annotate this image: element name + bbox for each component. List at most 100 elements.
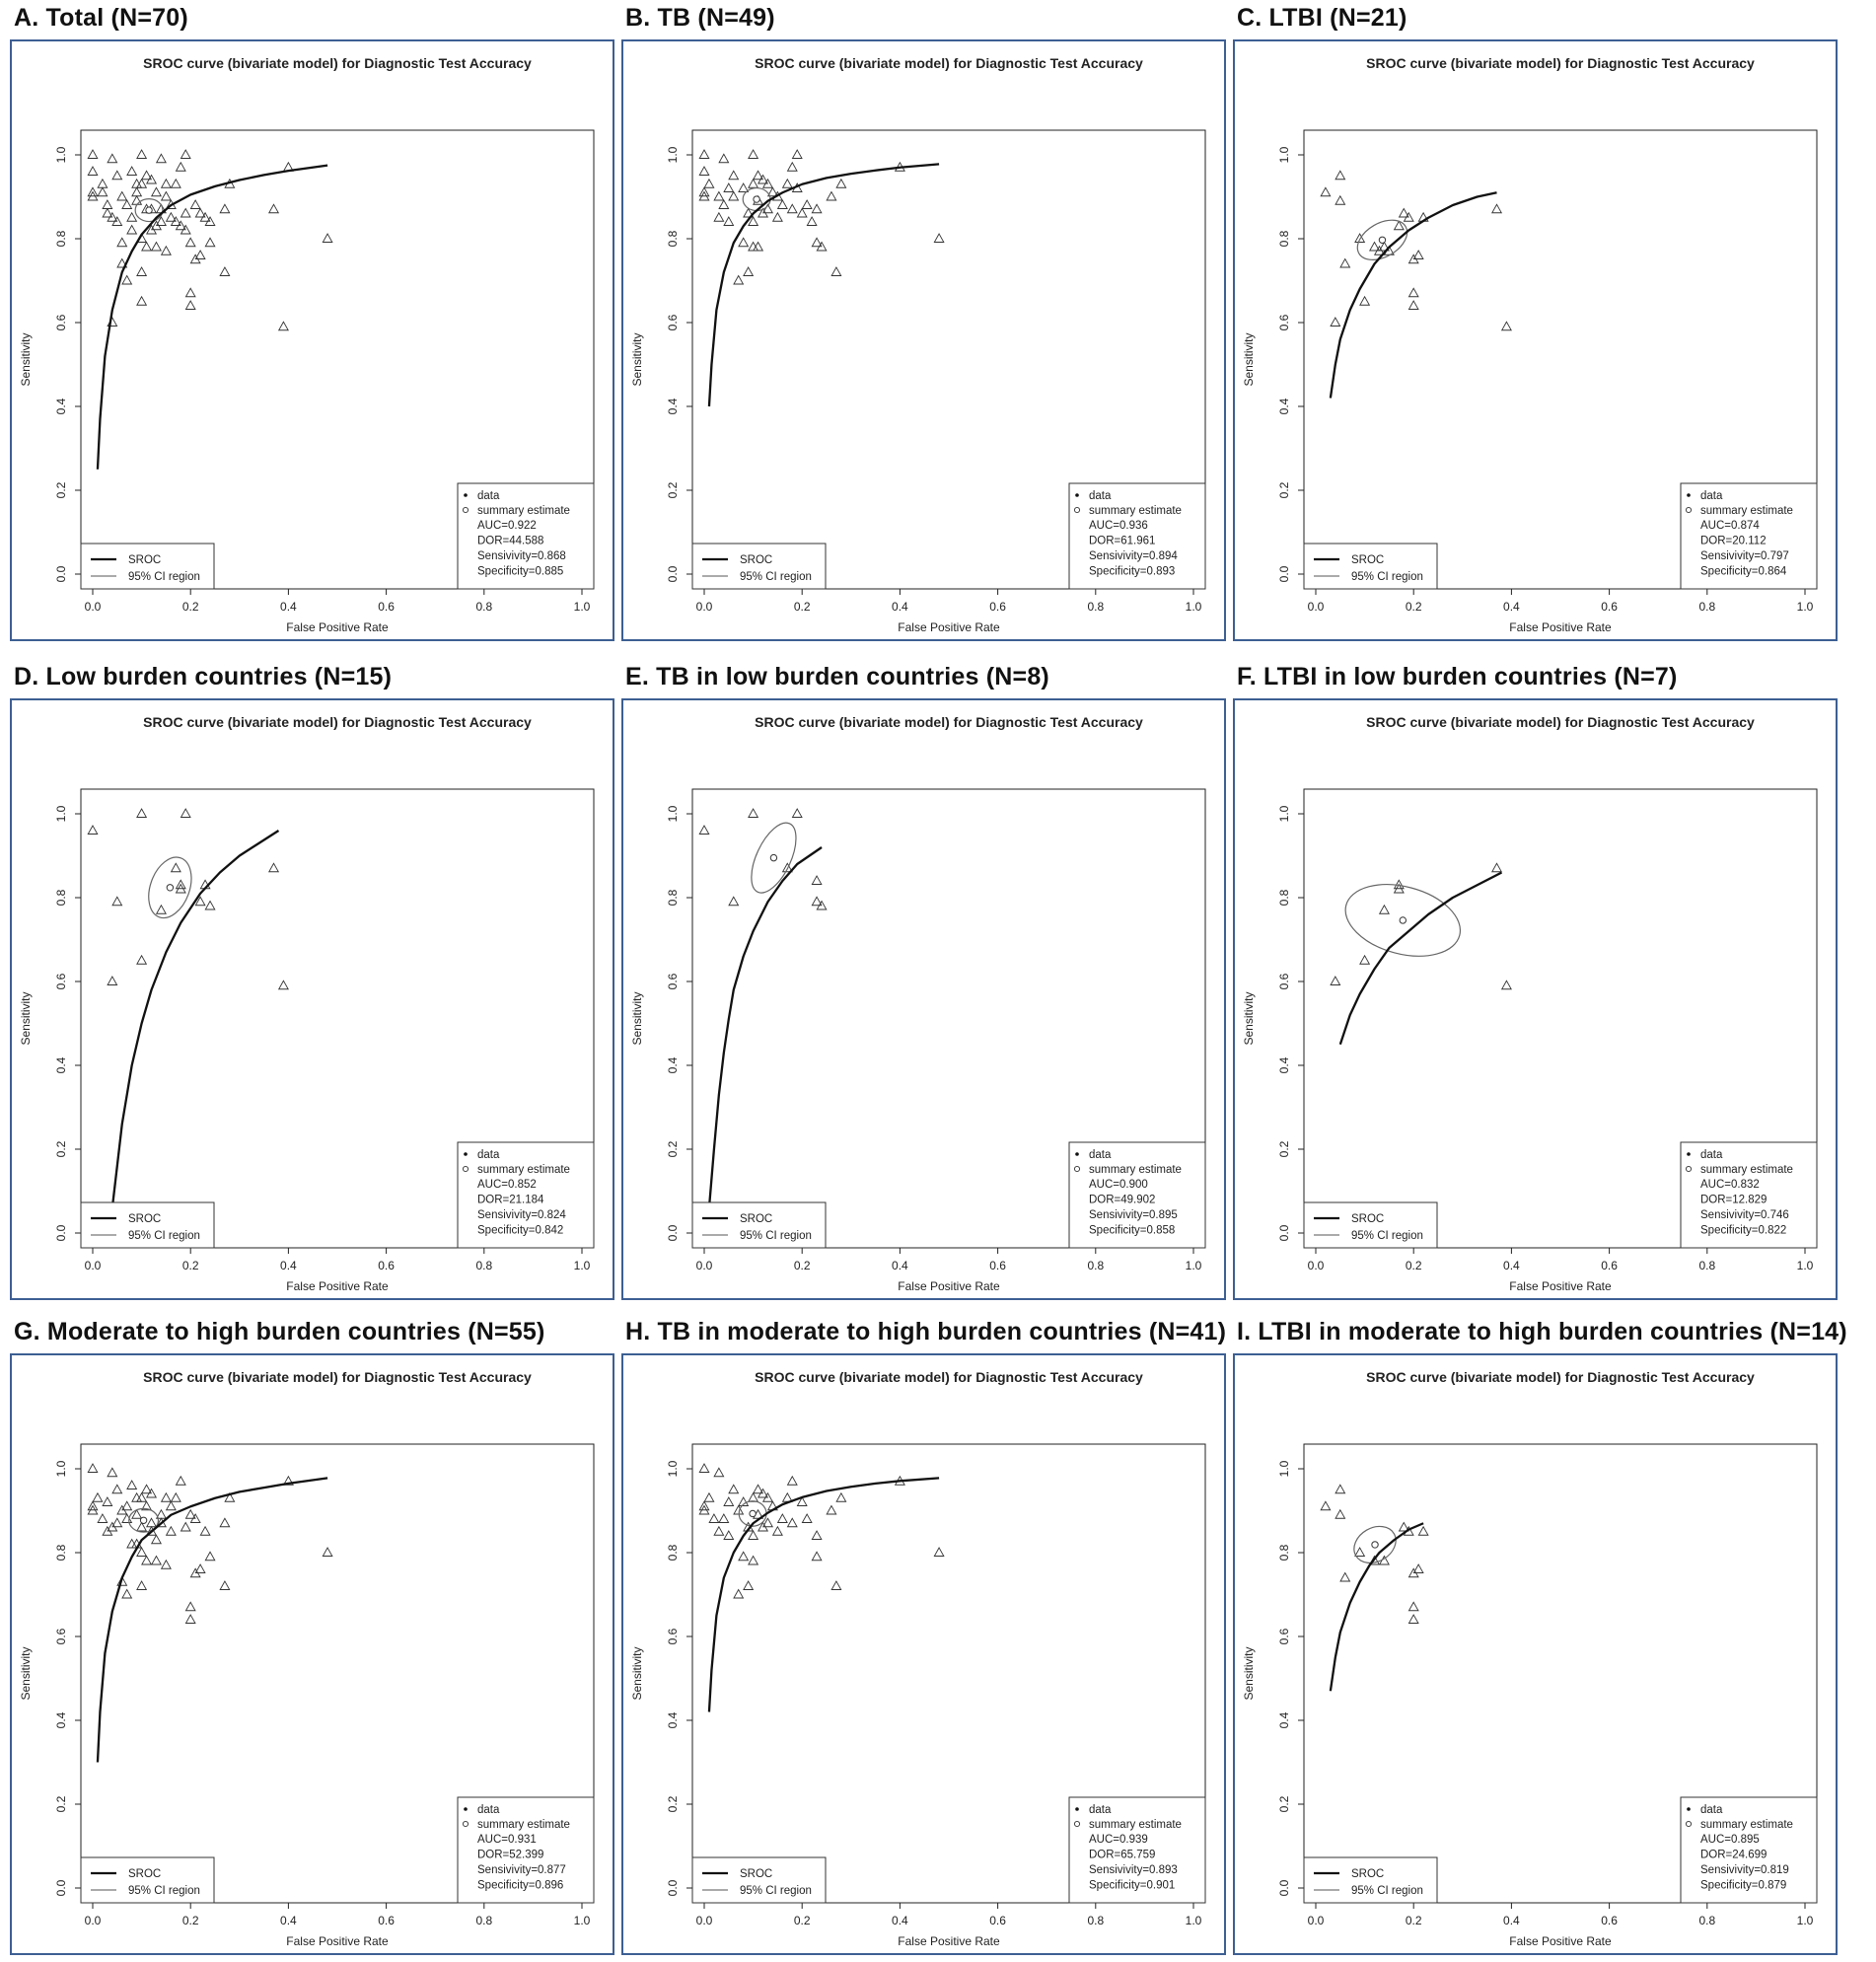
- legend-summary-symbol: [1073, 1820, 1081, 1828]
- legend-data-label: data: [1089, 490, 1112, 502]
- data-point: [801, 1513, 813, 1523]
- legend-stats: data summary estimate AUC=0.931 DOR=52.399 S…: [457, 1796, 595, 1904]
- data-point: [322, 233, 333, 243]
- data-point: [748, 1491, 759, 1502]
- data-point: [796, 1496, 808, 1506]
- y-tick-label: 1.0: [54, 805, 68, 822]
- data-point: [738, 1496, 750, 1506]
- chart-svg: SROC curve (bivariate model) for Diagnos…: [1242, 714, 1818, 1293]
- chart-frame: SROC curve (bivariate model) for Diagnos…: [1233, 39, 1838, 641]
- data-point: [141, 1555, 153, 1565]
- legend-stat-label: Specificity=0.896: [477, 1880, 563, 1892]
- data-point: [126, 1480, 138, 1490]
- summary-estimate-point: [1371, 1541, 1379, 1549]
- data-point: [1378, 904, 1390, 914]
- chart-svg: SROC curve (bivariate model) for Diagnos…: [630, 1369, 1206, 1948]
- data-point: [204, 900, 216, 910]
- x-tick-label: 0.6: [989, 1914, 1006, 1927]
- data-point: [150, 1534, 162, 1545]
- data-point: [758, 174, 769, 184]
- x-tick-label: 0.4: [280, 1914, 297, 1927]
- data-point: [189, 199, 201, 209]
- legend-stats: data summary estimate AUC=0.939 DOR=65.759 S…: [1068, 1796, 1206, 1904]
- data-point: [728, 1484, 740, 1494]
- y-tick-label: 0.6: [54, 973, 68, 989]
- legend-box: [1068, 482, 1206, 590]
- legend-sroc: SROC 95% CI region: [691, 1201, 827, 1249]
- legend-data-symbol: [1075, 493, 1079, 497]
- data-point: [136, 266, 148, 276]
- data-point: [92, 1491, 104, 1502]
- legend-sroc: SROC 95% CI region: [80, 1201, 215, 1249]
- legend-box: [1303, 1201, 1438, 1249]
- legend-box: [80, 1201, 215, 1249]
- legend-ci-label: 95% CI region: [740, 1885, 812, 1897]
- legend-data-symbol: [1687, 1152, 1691, 1156]
- data-point: [219, 1517, 231, 1528]
- data-point: [107, 1467, 118, 1478]
- data-point: [933, 233, 945, 243]
- x-tick-label: 1.0: [574, 600, 591, 614]
- data-point: [791, 808, 803, 818]
- data-point: [758, 1488, 769, 1498]
- chart-frame: SROC curve (bivariate model) for Diagnos…: [10, 39, 614, 641]
- chart-frame: SROC curve (bivariate model) for Diagnos…: [621, 39, 1226, 641]
- data-point: [194, 207, 206, 218]
- data-point: [111, 1484, 123, 1494]
- data-point: [194, 250, 206, 259]
- legend-stat-label: DOR=49.902: [1089, 1195, 1155, 1206]
- data-point: [155, 216, 167, 226]
- summary-estimate-point: [166, 884, 175, 892]
- data-point: [733, 274, 745, 285]
- legend-stat-label: DOR=52.399: [477, 1850, 543, 1861]
- x-tick-label: 0.2: [1406, 1259, 1422, 1272]
- legend-stat-label: Specificity=0.858: [1089, 1225, 1175, 1237]
- data-point: [102, 1496, 113, 1506]
- legend-stat-label: AUC=0.895: [1700, 1834, 1760, 1846]
- data-point: [111, 170, 123, 181]
- panel-heading: I. LTBI in moderate to high burden count…: [1237, 1318, 1847, 1345]
- data-point: [1407, 300, 1419, 310]
- y-tick-label: 1.0: [1277, 146, 1291, 163]
- x-axis-label: False Positive Rate: [898, 1279, 1000, 1293]
- data-point: [97, 186, 108, 197]
- data-point: [703, 178, 715, 188]
- data-point: [1335, 170, 1346, 181]
- data-point: [116, 1575, 128, 1586]
- legend-stat-label: AUC=0.922: [477, 520, 537, 532]
- x-axis-label: False Positive Rate: [286, 620, 389, 634]
- data-point: [1491, 862, 1503, 873]
- legend-data-label: data: [1089, 1149, 1112, 1161]
- x-tick-label: 0.2: [182, 1259, 199, 1272]
- data-point: [728, 170, 740, 181]
- data-point: [738, 237, 750, 248]
- data-point: [184, 1614, 196, 1624]
- x-axis-label: False Positive Rate: [286, 1934, 389, 1948]
- legend-sroc-label: SROC: [128, 1213, 161, 1225]
- legend-stat-label: Specificity=0.885: [477, 566, 563, 578]
- legend-stat-label: AUC=0.936: [1089, 520, 1148, 532]
- legend-data-label: data: [1700, 1804, 1723, 1816]
- summary-estimate-point: [769, 853, 778, 862]
- data-point: [131, 194, 143, 205]
- y-tick-label: 0.8: [1277, 889, 1291, 906]
- summary-estimate-point: [753, 195, 760, 203]
- legend-summary-symbol: [1685, 1165, 1693, 1173]
- legend-ci-label: 95% CI region: [128, 571, 200, 583]
- chart-frame: SROC curve (bivariate model) for Diagnos…: [10, 1353, 614, 1955]
- data-point: [160, 1491, 172, 1502]
- legend-sroc-label: SROC: [1351, 1213, 1384, 1225]
- legend-sroc: SROC 95% CI region: [80, 1856, 215, 1904]
- data-point: [175, 879, 186, 890]
- y-axis-label: Sensitivity: [19, 1646, 33, 1700]
- panel-heading: F. LTBI in low burden countries (N=7): [1237, 663, 1678, 690]
- data-point: [155, 904, 167, 914]
- legend-box: [457, 1141, 595, 1249]
- legend-stat-label: Sensivivity=0.877: [477, 1864, 566, 1876]
- data-point: [708, 1513, 720, 1523]
- legend-sroc: SROC 95% CI region: [691, 1856, 827, 1904]
- legend-stat-label: Specificity=0.879: [1700, 1880, 1786, 1892]
- summary-estimate-point: [1378, 236, 1387, 244]
- data-point: [733, 1588, 745, 1599]
- data-point: [1330, 317, 1341, 327]
